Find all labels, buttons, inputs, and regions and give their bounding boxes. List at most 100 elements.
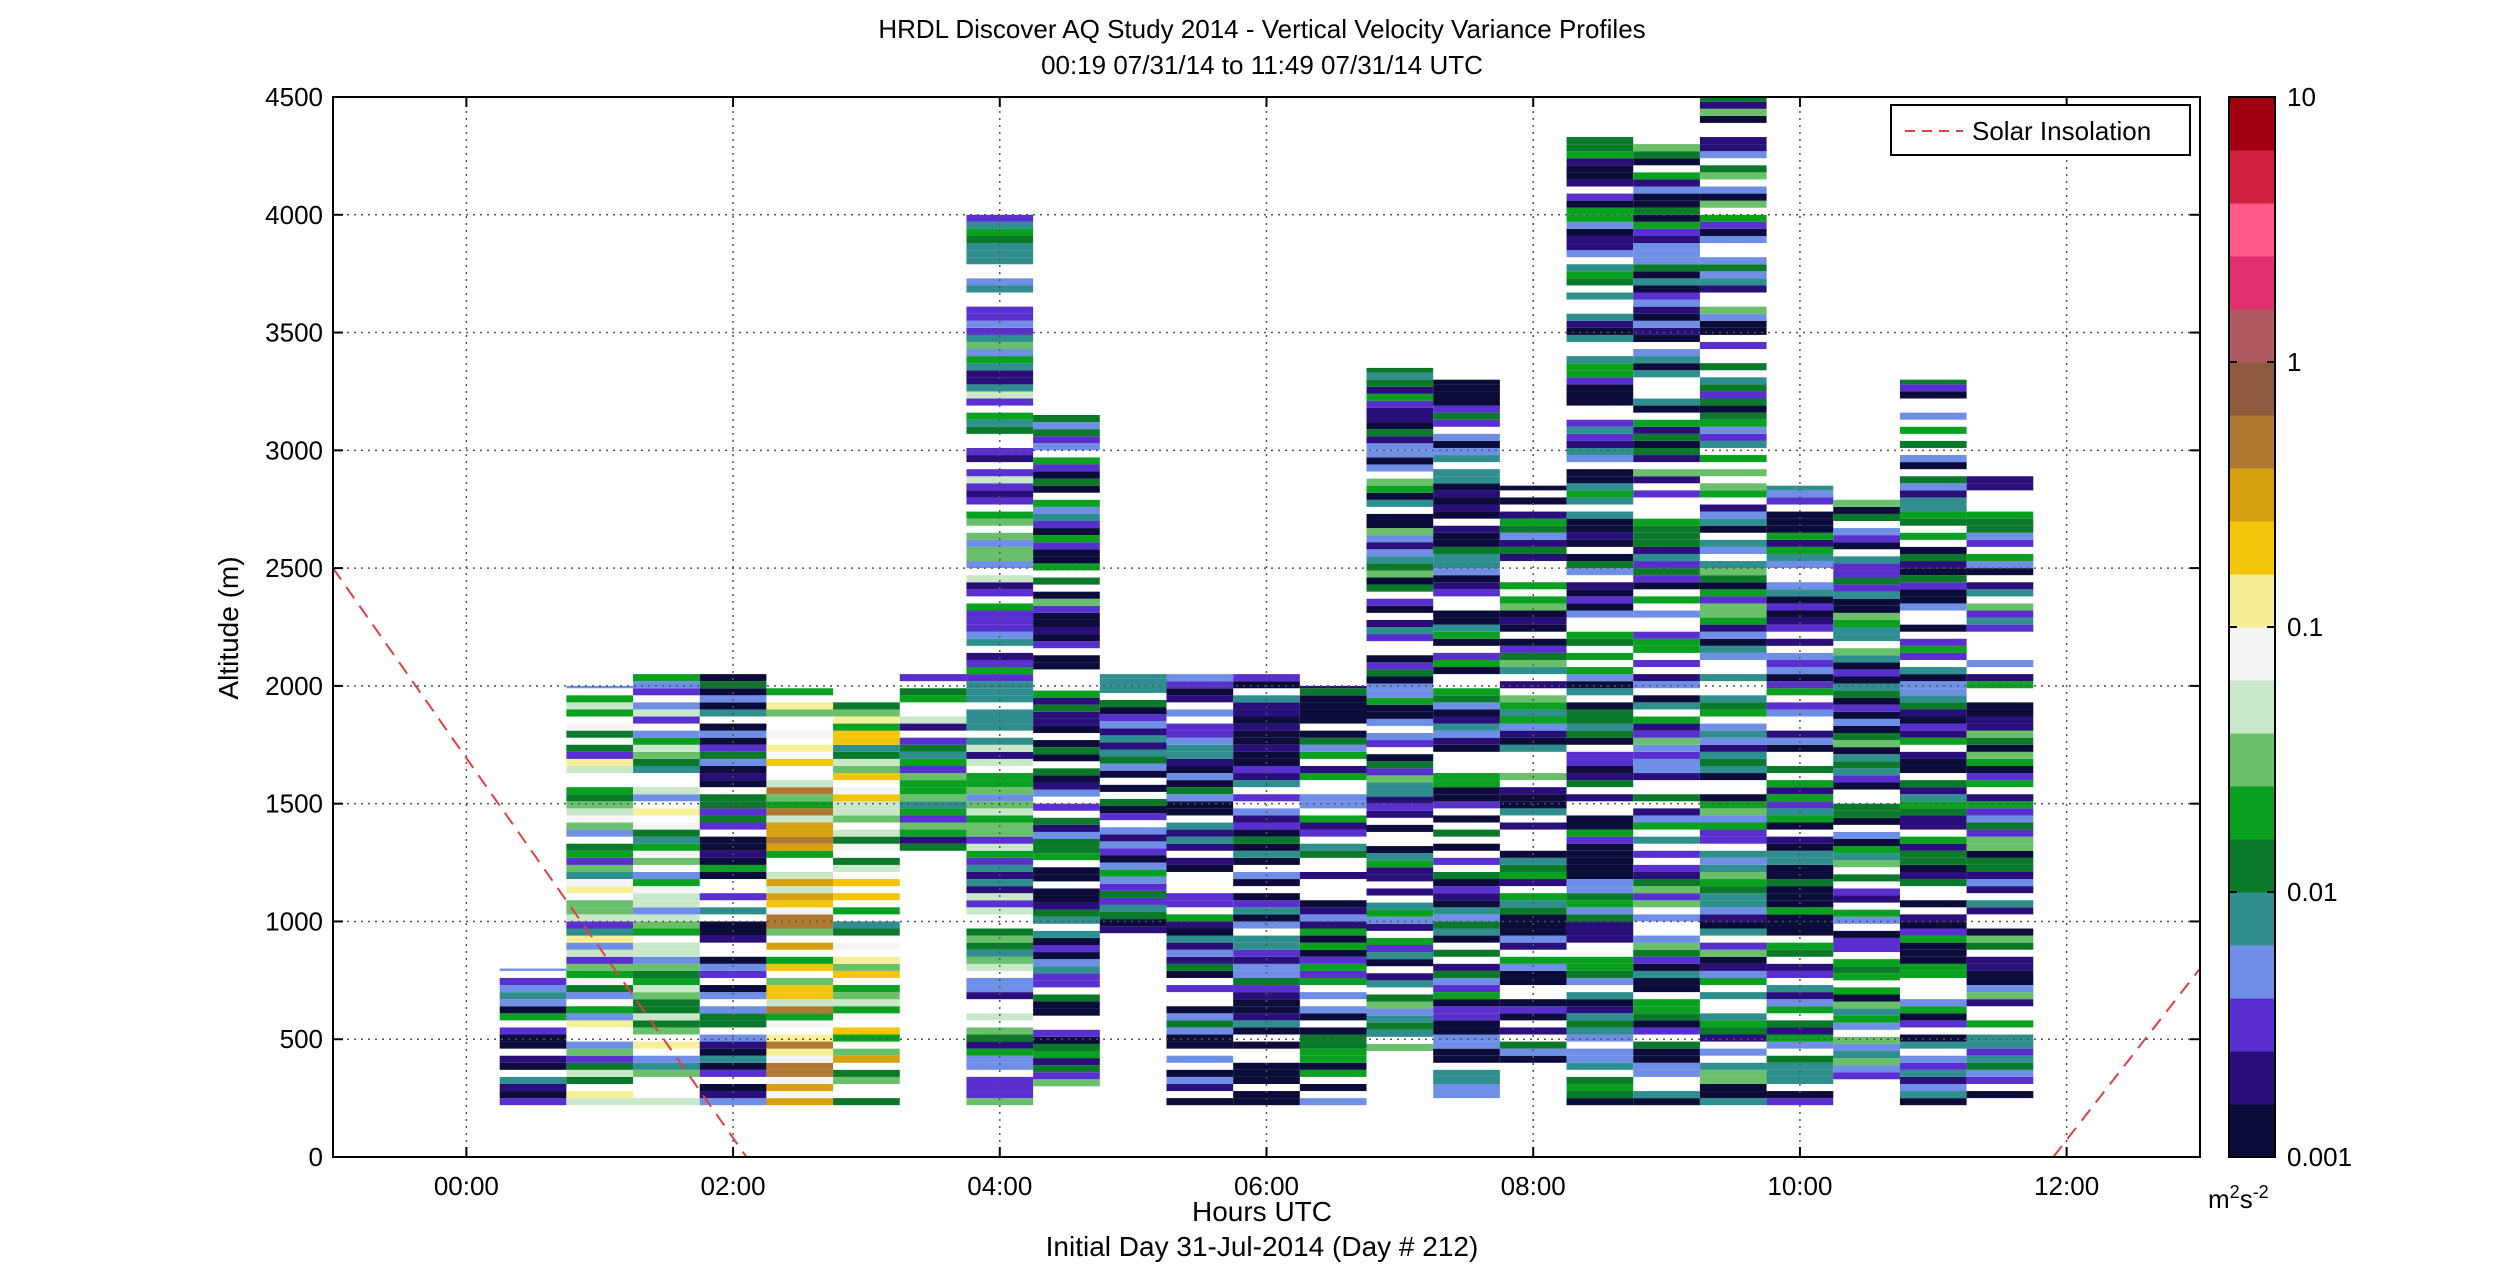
variance-cell xyxy=(1166,970,1234,978)
variance-cell xyxy=(1966,624,2034,632)
variance-cell xyxy=(1699,214,1767,222)
variance-cell xyxy=(1099,869,1167,877)
variance-cell xyxy=(1499,1006,1567,1014)
variance-cell xyxy=(633,829,700,837)
variance-cell xyxy=(1699,151,1767,159)
variance-cell xyxy=(1966,928,2034,936)
variance-cell xyxy=(1766,1069,1834,1077)
variance-cell xyxy=(1966,886,2034,894)
variance-cell xyxy=(633,794,700,802)
variance-cell xyxy=(1566,836,1634,844)
variance-cell xyxy=(1033,464,1100,472)
variance-cell xyxy=(1366,768,1434,776)
variance-cell xyxy=(1699,801,1767,809)
variance-cell xyxy=(1499,652,1567,660)
variance-cell xyxy=(633,730,700,738)
variance-cell xyxy=(1566,391,1634,399)
colorbar-segment xyxy=(2229,150,2275,204)
variance-cell xyxy=(1433,412,1500,420)
colorbar-tick-label: 0.1 xyxy=(2287,612,2323,642)
variance-cell xyxy=(766,914,834,922)
variance-cell xyxy=(966,603,1034,611)
variance-cell xyxy=(1433,1076,1500,1084)
variance-cell xyxy=(1033,499,1100,507)
variance-cell xyxy=(1099,763,1167,771)
variance-cell xyxy=(1099,806,1167,814)
variance-cell xyxy=(699,1034,767,1042)
variance-cell xyxy=(833,999,900,1007)
variance-cell xyxy=(1699,101,1767,109)
variance-cell xyxy=(1899,504,1967,512)
variance-cell xyxy=(1166,744,1234,752)
variance-cell xyxy=(1099,862,1167,870)
variance-cell xyxy=(633,963,700,971)
variance-cell xyxy=(1833,768,1900,776)
variance-cell xyxy=(1966,822,2034,830)
variance-cell xyxy=(1433,511,1500,519)
variance-cell xyxy=(1366,655,1434,663)
variance-cell xyxy=(1699,709,1767,717)
variance-cell xyxy=(833,843,900,851)
variance-cell xyxy=(1633,836,1700,844)
variance-cell xyxy=(1566,1055,1634,1063)
variance-cell xyxy=(1499,497,1567,505)
variance-cell xyxy=(766,900,834,908)
variance-cell xyxy=(833,751,900,759)
variance-cell xyxy=(1633,850,1700,858)
variance-cell xyxy=(1966,1069,2034,1077)
variance-cell xyxy=(566,801,634,809)
variance-cell xyxy=(1966,780,2034,788)
variance-cell xyxy=(1633,695,1700,703)
variance-cell xyxy=(699,985,767,993)
variance-cell xyxy=(966,992,1034,1000)
variance-cell xyxy=(633,921,700,929)
variance-cell xyxy=(1633,1091,1700,1099)
variance-cell xyxy=(1566,667,1634,675)
variance-cell xyxy=(1633,568,1700,576)
variance-cell xyxy=(1499,709,1567,717)
variance-cell xyxy=(1433,871,1500,880)
variance-cell xyxy=(1566,765,1634,774)
variance-cell xyxy=(1966,977,2034,986)
variance-cell xyxy=(1833,528,1900,536)
variance-cell xyxy=(1966,737,2034,745)
variance-cell xyxy=(1166,695,1234,703)
variance-cell xyxy=(1633,327,1700,335)
variance-cell xyxy=(966,589,1034,597)
variance-cell xyxy=(1766,497,1834,505)
variance-cell xyxy=(899,688,967,696)
variance-cell xyxy=(1633,871,1700,880)
variance-cell xyxy=(1033,775,1100,783)
variance-cell xyxy=(1899,603,1967,611)
variance-cell xyxy=(566,1098,634,1106)
variance-cell xyxy=(1433,419,1500,427)
variance-cell xyxy=(566,886,634,894)
variance-cell xyxy=(1433,476,1500,484)
variance-cell xyxy=(1699,822,1767,830)
variance-cell xyxy=(1433,455,1500,463)
variance-cell xyxy=(1299,815,1367,823)
variance-cell xyxy=(1966,553,2034,562)
variance-cell xyxy=(1766,674,1834,682)
variance-cell xyxy=(966,1062,1034,1070)
variance-cell xyxy=(499,968,567,971)
variance-cell xyxy=(1366,415,1434,423)
variance-cell xyxy=(1899,963,1967,971)
variance-cell xyxy=(1699,794,1767,802)
variance-cell xyxy=(1633,751,1700,759)
variance-cell xyxy=(1633,758,1700,766)
variance-profile xyxy=(833,702,900,1106)
variance-cell xyxy=(1766,702,1834,710)
variance-cell xyxy=(966,667,1034,675)
variance-cell xyxy=(1966,864,2034,872)
variance-cell xyxy=(1633,1027,1700,1035)
variance-cell xyxy=(1699,907,1767,915)
variance-cell xyxy=(1699,285,1767,293)
variance-cell xyxy=(1566,221,1634,229)
variance-cell xyxy=(1833,839,1900,847)
variance-cell xyxy=(1099,735,1167,743)
variance-cell xyxy=(1433,589,1500,597)
variance-cell xyxy=(833,815,900,823)
variance-cell xyxy=(1699,582,1767,590)
variance-cell xyxy=(633,751,700,759)
